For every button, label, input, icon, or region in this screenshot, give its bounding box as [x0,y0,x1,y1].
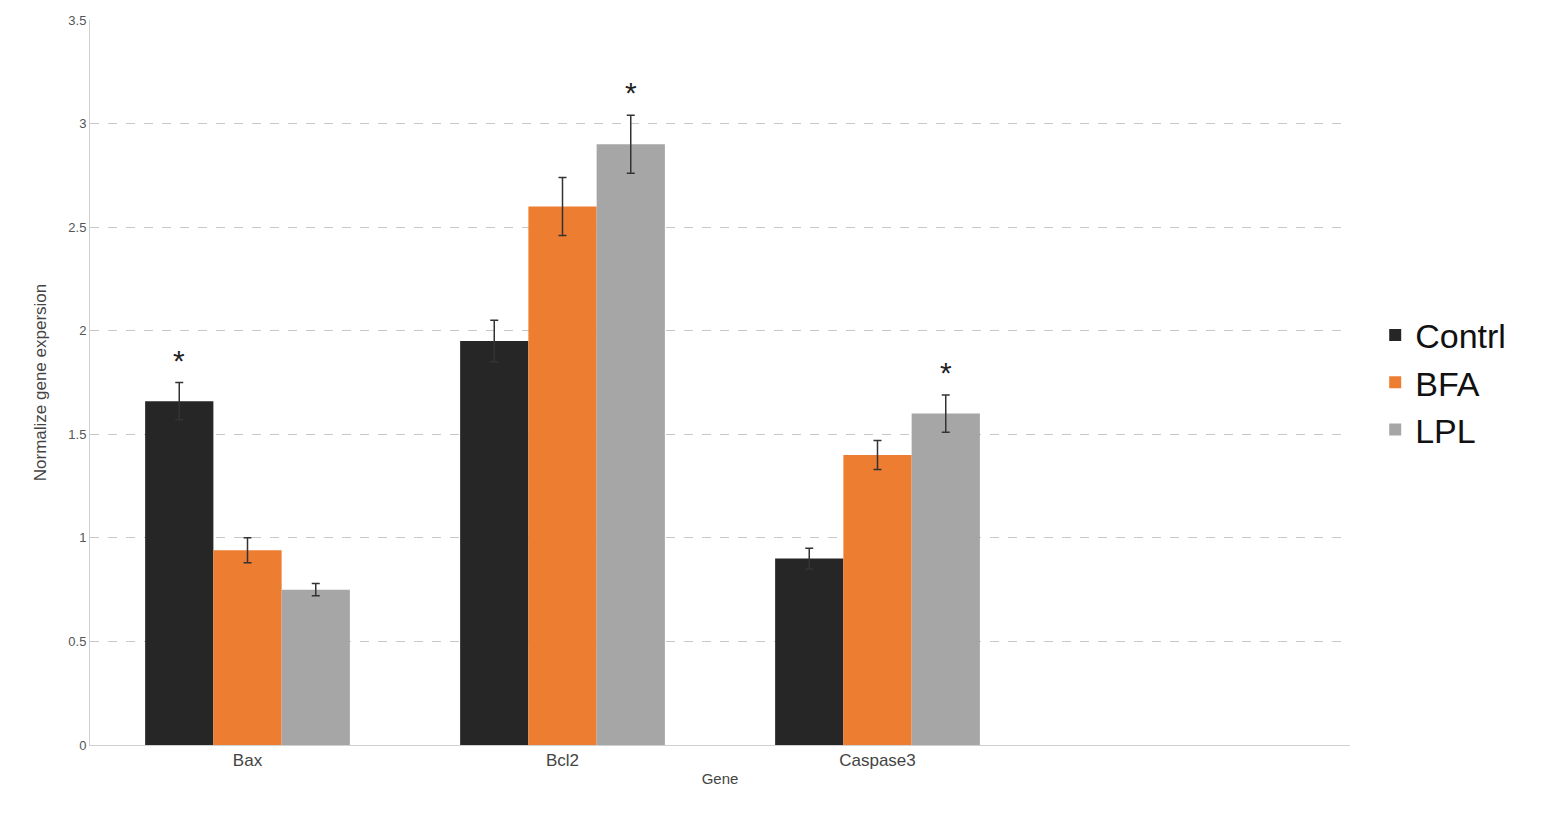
svg-text:2: 2 [79,323,86,338]
svg-text:*: * [940,356,952,389]
svg-text:3.5: 3.5 [68,13,86,28]
svg-text:1: 1 [79,530,86,545]
svg-text:3: 3 [79,116,86,131]
svg-text:BFA: BFA [1415,365,1480,403]
svg-text:2.5: 2.5 [68,220,86,235]
svg-text:Bax: Bax [233,751,263,770]
svg-text:Gene: Gene [702,770,739,787]
svg-text:Normalize gene expersion: Normalize gene expersion [31,284,50,482]
svg-text:1.5: 1.5 [68,427,86,442]
svg-text:*: * [625,76,637,109]
svg-text:Caspase3: Caspase3 [839,751,916,770]
svg-text:*: * [173,344,185,377]
svg-text:0.5: 0.5 [68,634,86,649]
svg-text:Contrl: Contrl [1415,317,1506,355]
svg-text:0: 0 [79,738,86,753]
svg-text:LPL: LPL [1415,412,1476,450]
svg-text:Bcl2: Bcl2 [546,751,579,770]
